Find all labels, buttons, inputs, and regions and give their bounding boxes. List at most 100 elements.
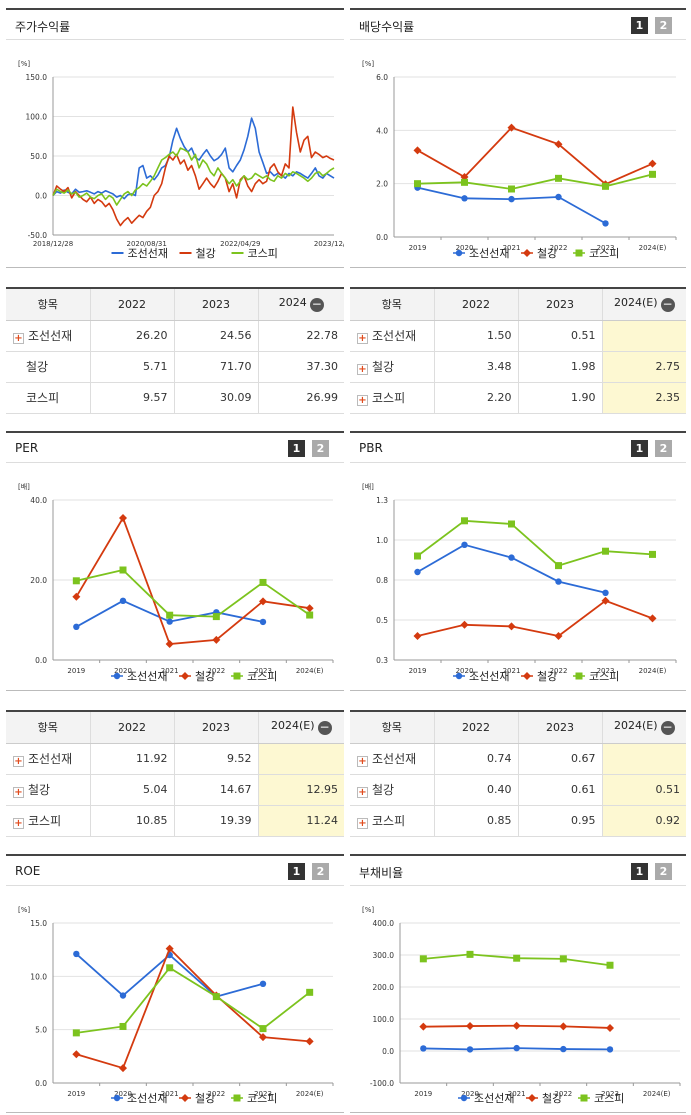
- data-point: [461, 541, 468, 548]
- legend-marker: [523, 672, 531, 680]
- expand-icon[interactable]: +: [357, 818, 368, 829]
- expand-icon[interactable]: +: [13, 756, 24, 767]
- collapse-icon[interactable]: −: [660, 720, 675, 736]
- x-tick-label: 2019: [414, 1090, 432, 1098]
- dividend-yield-panel: 배당수익률 1 2 [%] 6.0 4.0 2.0 0.0 2019 2020 2021 202…: [350, 8, 686, 268]
- page-1-button[interactable]: 1: [631, 863, 648, 880]
- series-line: [417, 543, 606, 594]
- value-cell: 0.40: [433, 774, 518, 806]
- x-tick-label: 2023: [601, 1090, 619, 1098]
- value-cell: 1.98: [517, 351, 602, 383]
- page-2-button[interactable]: 2: [655, 863, 672, 880]
- value-cell: 3.48: [433, 351, 518, 383]
- header-label: 2022: [118, 720, 146, 734]
- header-label: 2022: [462, 720, 490, 734]
- collapse-icon[interactable]: −: [317, 720, 332, 736]
- table-header-cell: 2023: [517, 710, 602, 744]
- y-tick-label: 50.0: [30, 152, 47, 161]
- header-label: 항목: [37, 721, 58, 735]
- data-point: [305, 604, 314, 613]
- per-table: 항목 2022 2023 2024(E) − + 조선선재 11.92 9.52 + 철강 5.04 1…: [6, 710, 344, 837]
- expand-icon[interactable]: +: [13, 333, 24, 344]
- legend-marker: [233, 672, 241, 680]
- data-point: [507, 622, 516, 631]
- data-point: [513, 1044, 520, 1052]
- header-label: 2024(E): [613, 719, 658, 733]
- data-point: [461, 178, 468, 186]
- row-label: 철강: [26, 360, 49, 374]
- page-2-button[interactable]: 2: [312, 440, 329, 457]
- value-cell: 0.95: [517, 805, 602, 837]
- value-cell: 0.61: [517, 774, 602, 806]
- series-line: [75, 953, 264, 998]
- data-point: [259, 1025, 267, 1033]
- series-line: [52, 117, 335, 200]
- data-point: [601, 596, 610, 605]
- series-line: [52, 147, 335, 206]
- row-label: 조선선재: [28, 329, 73, 343]
- data-point: [559, 955, 567, 963]
- dividend-yield-chart: [%]6.0 4.0 2.0 0.0 2019 2020 2021 2022 2023 2024(…: [362, 60, 677, 260]
- data-point: [606, 1046, 614, 1053]
- page-1-button[interactable]: 1: [631, 17, 648, 34]
- value-cell: 0.67: [517, 743, 602, 775]
- value-cell: 2.75: [601, 351, 686, 383]
- expand-icon[interactable]: +: [357, 756, 368, 767]
- data-point: [73, 950, 80, 958]
- data-point: [466, 1046, 474, 1053]
- data-point: [508, 554, 515, 561]
- expand-icon[interactable]: +: [357, 395, 368, 406]
- expand-icon[interactable]: +: [13, 787, 24, 798]
- table-header-cell: 2024−: [257, 287, 344, 321]
- header-label: 2022: [462, 297, 490, 311]
- data-point: [119, 1022, 127, 1030]
- table-row: 철강 5.71 71.70 37.30: [6, 351, 344, 383]
- legend-marker: [233, 1094, 241, 1102]
- header-label: 2024(E): [613, 296, 658, 310]
- legend-label: 철강: [537, 247, 557, 260]
- row-label: 코스피: [26, 391, 60, 405]
- panel-title: ROE: [15, 864, 41, 878]
- panel-header: PER 1 2: [6, 433, 344, 463]
- value-cell: 11.24: [257, 805, 344, 837]
- data-point: [306, 988, 314, 996]
- table-row: + 코스피 2.20 1.90 2.35: [350, 382, 686, 414]
- y-tick-label: 200.0: [373, 983, 395, 992]
- y-tick-label: 150.0: [26, 73, 48, 82]
- value-cell: 0.51: [517, 320, 602, 352]
- table-header-cell: 2022: [89, 710, 174, 744]
- y-tick-label: -50.0: [28, 231, 48, 240]
- pbr-chart: [배]1.3 1.0 0.8 0.5 0.3 2019 2020 2021 2022 2023 20…: [362, 482, 677, 683]
- value-cell: 26.99: [257, 382, 344, 414]
- x-tick-label: 2022: [554, 1090, 572, 1098]
- page-1-button[interactable]: 1: [631, 440, 648, 457]
- table-header-cell: 2022: [89, 287, 174, 321]
- expand-icon[interactable]: +: [13, 818, 24, 829]
- value-cell: 14.67: [173, 774, 258, 806]
- data-point: [466, 950, 474, 958]
- header-label: 2023: [202, 297, 230, 311]
- page-2-button[interactable]: 2: [312, 863, 329, 880]
- row-label-cell: + 철강: [6, 774, 90, 806]
- expand-icon[interactable]: +: [357, 333, 368, 344]
- data-point: [413, 146, 422, 155]
- expand-icon[interactable]: +: [357, 787, 368, 798]
- collapse-icon[interactable]: −: [309, 297, 324, 313]
- page-1-button[interactable]: 1: [288, 440, 305, 457]
- collapse-icon[interactable]: −: [660, 297, 675, 313]
- legend-marker: [528, 1094, 536, 1102]
- x-tick-label: 2021: [503, 244, 521, 252]
- y-tick-label: 0.0: [35, 192, 47, 201]
- data-point: [648, 614, 657, 623]
- panel-header: ROE 1 2: [6, 856, 344, 886]
- page-1-button[interactable]: 1: [288, 863, 305, 880]
- expand-icon[interactable]: +: [357, 364, 368, 375]
- data-point: [508, 520, 515, 528]
- data-point: [466, 1022, 474, 1031]
- page-2-button[interactable]: 2: [655, 17, 672, 34]
- y-tick-label: 0.0: [35, 656, 47, 665]
- header-label: 2022: [118, 297, 146, 311]
- pbr-table: 항목 2022 2023 2024(E) − + 조선선재 0.74 0.67 + 철강 0.40 0.…: [350, 710, 686, 837]
- page-2-button[interactable]: 2: [655, 440, 672, 457]
